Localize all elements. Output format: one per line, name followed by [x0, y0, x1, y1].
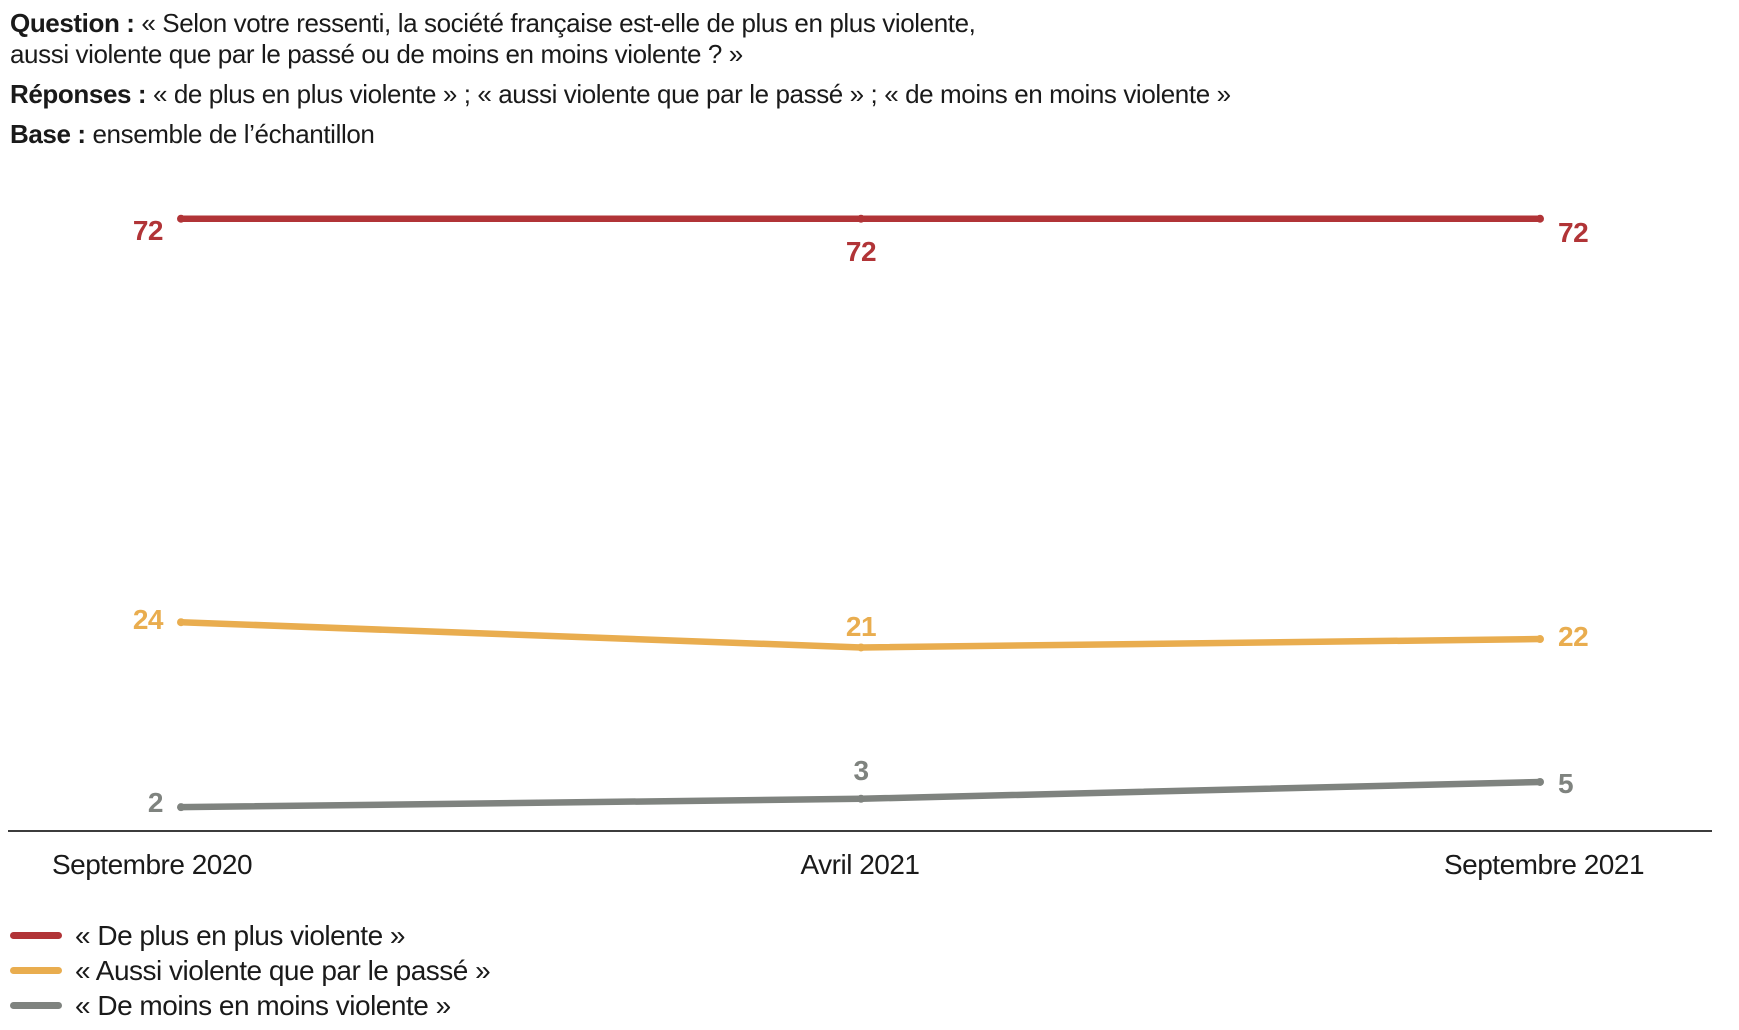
series-0-point-0: [177, 214, 185, 223]
chart-header: Question : « Selon votre ressenti, la so…: [10, 8, 1510, 159]
value-label: 72: [1558, 216, 1589, 248]
value-label: 5: [1558, 767, 1574, 799]
legend-item: « De moins en moins violente »: [10, 988, 490, 1023]
series-2-point-0: [177, 803, 185, 812]
base-paragraph: Base : ensemble de l’échantillon: [10, 119, 1510, 150]
series-1-point-0: [177, 618, 185, 627]
legend-item: « Aussi violente que par le passé »: [10, 953, 491, 988]
value-label: 72: [845, 235, 877, 267]
value-label: 2: [147, 787, 164, 819]
value-label: 24: [132, 604, 164, 636]
legend-line-swatch: [10, 932, 62, 939]
series-2-point-2: [1536, 777, 1544, 786]
series-1-point-2: [1536, 635, 1544, 644]
chart-legend: « De plus en plus violente » « Aussi viol…: [10, 918, 491, 1023]
series-0-point-1: [857, 214, 865, 223]
base-label: Base :: [10, 119, 86, 149]
x-axis-label: Septembre 2020: [51, 849, 253, 880]
legend-line-swatch: [10, 967, 62, 974]
legend-label: « De plus en plus violente »: [75, 919, 406, 951]
responses-paragraph: Réponses : « de plus en plus violente » …: [10, 79, 1510, 110]
series-0-point-2: [1536, 214, 1544, 223]
legend-label: « De moins en moins violente »: [75, 989, 451, 1021]
responses-label: Réponses :: [10, 79, 147, 109]
value-label: 22: [1558, 621, 1589, 653]
responses-text: « de plus en plus violente » ; « aussi v…: [152, 79, 1231, 109]
series-2-point-1: [857, 794, 865, 803]
value-label: 21: [845, 611, 877, 643]
question-paragraph: Question : « Selon votre ressenti, la so…: [10, 8, 1510, 70]
series-1-point-1: [857, 643, 865, 652]
legend-line-swatch: [10, 1002, 62, 1009]
question-text-line2: aussi violente que par le passé ou de mo…: [10, 39, 743, 69]
question-label: Question :: [10, 8, 135, 38]
base-text: ensemble de l’échantillon: [92, 119, 375, 149]
legend-label: « Aussi violente que par le passé »: [75, 954, 491, 986]
x-axis-label: Septembre 2021: [1443, 849, 1645, 880]
value-label: 3: [853, 754, 869, 786]
value-label: 72: [132, 214, 164, 246]
x-axis-label: Avril 2021: [800, 849, 920, 880]
legend-item: « De plus en plus violente »: [10, 918, 490, 953]
question-text-line1: « Selon votre ressenti, la société franç…: [141, 8, 976, 38]
